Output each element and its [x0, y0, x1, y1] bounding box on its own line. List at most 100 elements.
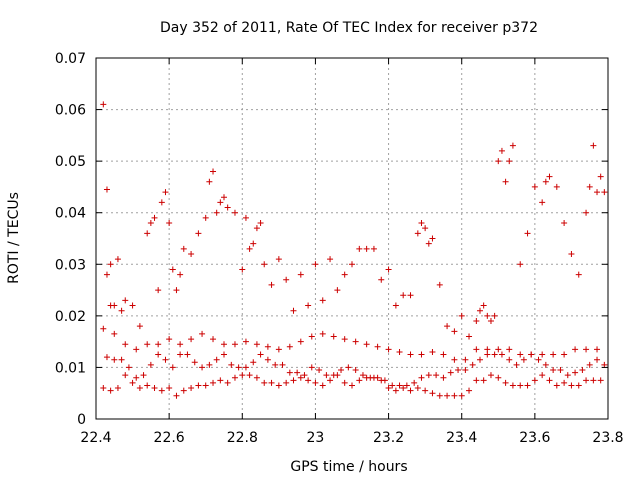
data-point: [440, 351, 447, 358]
data-point: [275, 256, 282, 263]
data-point: [341, 271, 348, 278]
y-tick-label: 0.01: [55, 360, 86, 376]
data-point: [242, 364, 249, 371]
data-point: [352, 338, 359, 345]
data-point: [177, 351, 184, 358]
data-point: [433, 372, 440, 379]
data-point: [257, 351, 264, 358]
data-point: [495, 374, 502, 381]
x-axis-label: GPS time / hours: [290, 459, 407, 475]
data-point: [111, 356, 118, 363]
data-point: [122, 372, 129, 379]
data-point: [370, 245, 377, 252]
data-point: [498, 351, 505, 358]
data-point: [491, 312, 498, 319]
data-point: [374, 374, 381, 381]
data-point: [601, 189, 608, 196]
data-point: [177, 341, 184, 348]
data-point: [356, 377, 363, 384]
data-point: [517, 382, 524, 389]
data-point: [407, 292, 414, 299]
data-point: [169, 364, 176, 371]
data-point: [400, 292, 407, 299]
data-point: [111, 302, 118, 309]
y-tick-label: 0: [77, 412, 86, 428]
data-point: [407, 387, 414, 394]
data-point: [418, 351, 425, 358]
data-point: [414, 230, 421, 237]
x-tick-label: 22.6: [154, 430, 185, 446]
data-point: [594, 346, 601, 353]
data-point: [195, 230, 202, 237]
y-tick-label: 0.05: [55, 154, 86, 170]
data-point: [451, 392, 458, 399]
data-point: [586, 361, 593, 368]
data-point: [444, 323, 451, 330]
data-point: [436, 281, 443, 288]
data-point: [425, 372, 432, 379]
data-point: [517, 351, 524, 358]
data-point: [188, 336, 195, 343]
data-point: [242, 338, 249, 345]
y-tick-label: 0.06: [55, 103, 86, 119]
data-point: [305, 377, 312, 384]
data-point: [253, 225, 260, 232]
data-point: [341, 379, 348, 386]
data-point: [557, 367, 564, 374]
data-point: [129, 379, 136, 386]
data-point: [535, 356, 542, 363]
data-point: [561, 351, 568, 358]
data-point: [231, 341, 238, 348]
data-point: [458, 312, 465, 319]
data-point: [480, 377, 487, 384]
data-point: [531, 377, 538, 384]
data-point: [590, 377, 597, 384]
data-point: [312, 261, 319, 268]
data-point: [484, 351, 491, 358]
data-point: [561, 379, 568, 386]
data-point: [487, 318, 494, 325]
data-point: [517, 261, 524, 268]
data-point: [316, 367, 323, 374]
data-point: [444, 392, 451, 399]
data-point: [462, 367, 469, 374]
data-point: [250, 359, 257, 366]
data-point: [206, 178, 213, 185]
data-point: [107, 261, 114, 268]
data-point: [466, 387, 473, 394]
data-point: [264, 356, 271, 363]
y-axis-label: ROTI / TECUs: [6, 192, 22, 284]
data-point: [345, 364, 352, 371]
data-point: [217, 199, 224, 206]
data-point: [407, 351, 414, 358]
data-point: [425, 240, 432, 247]
data-point: [169, 266, 176, 273]
data-point: [173, 287, 180, 294]
data-point: [495, 346, 502, 353]
data-point: [103, 271, 110, 278]
data-point: [221, 341, 227, 348]
data-point: [491, 351, 498, 358]
data-point: [586, 183, 593, 190]
data-point: [550, 367, 557, 374]
data-point: [239, 372, 246, 379]
data-point: [564, 372, 571, 379]
data-point: [542, 361, 549, 368]
data-point: [400, 385, 407, 392]
data-point: [261, 261, 268, 268]
x-tick-label: 23.6: [519, 430, 550, 446]
data-point: [477, 356, 483, 363]
data-point: [568, 382, 575, 389]
data-point: [458, 392, 465, 399]
data-point: [422, 225, 429, 232]
data-point: [133, 374, 140, 381]
data-point: [330, 372, 337, 379]
data-point: [539, 199, 546, 206]
data-point: [180, 245, 187, 252]
data-point: [144, 341, 151, 348]
data-point: [440, 374, 447, 381]
data-point: [261, 379, 268, 386]
data-point: [122, 297, 129, 304]
data-point: [235, 364, 242, 371]
data-point: [125, 364, 132, 371]
